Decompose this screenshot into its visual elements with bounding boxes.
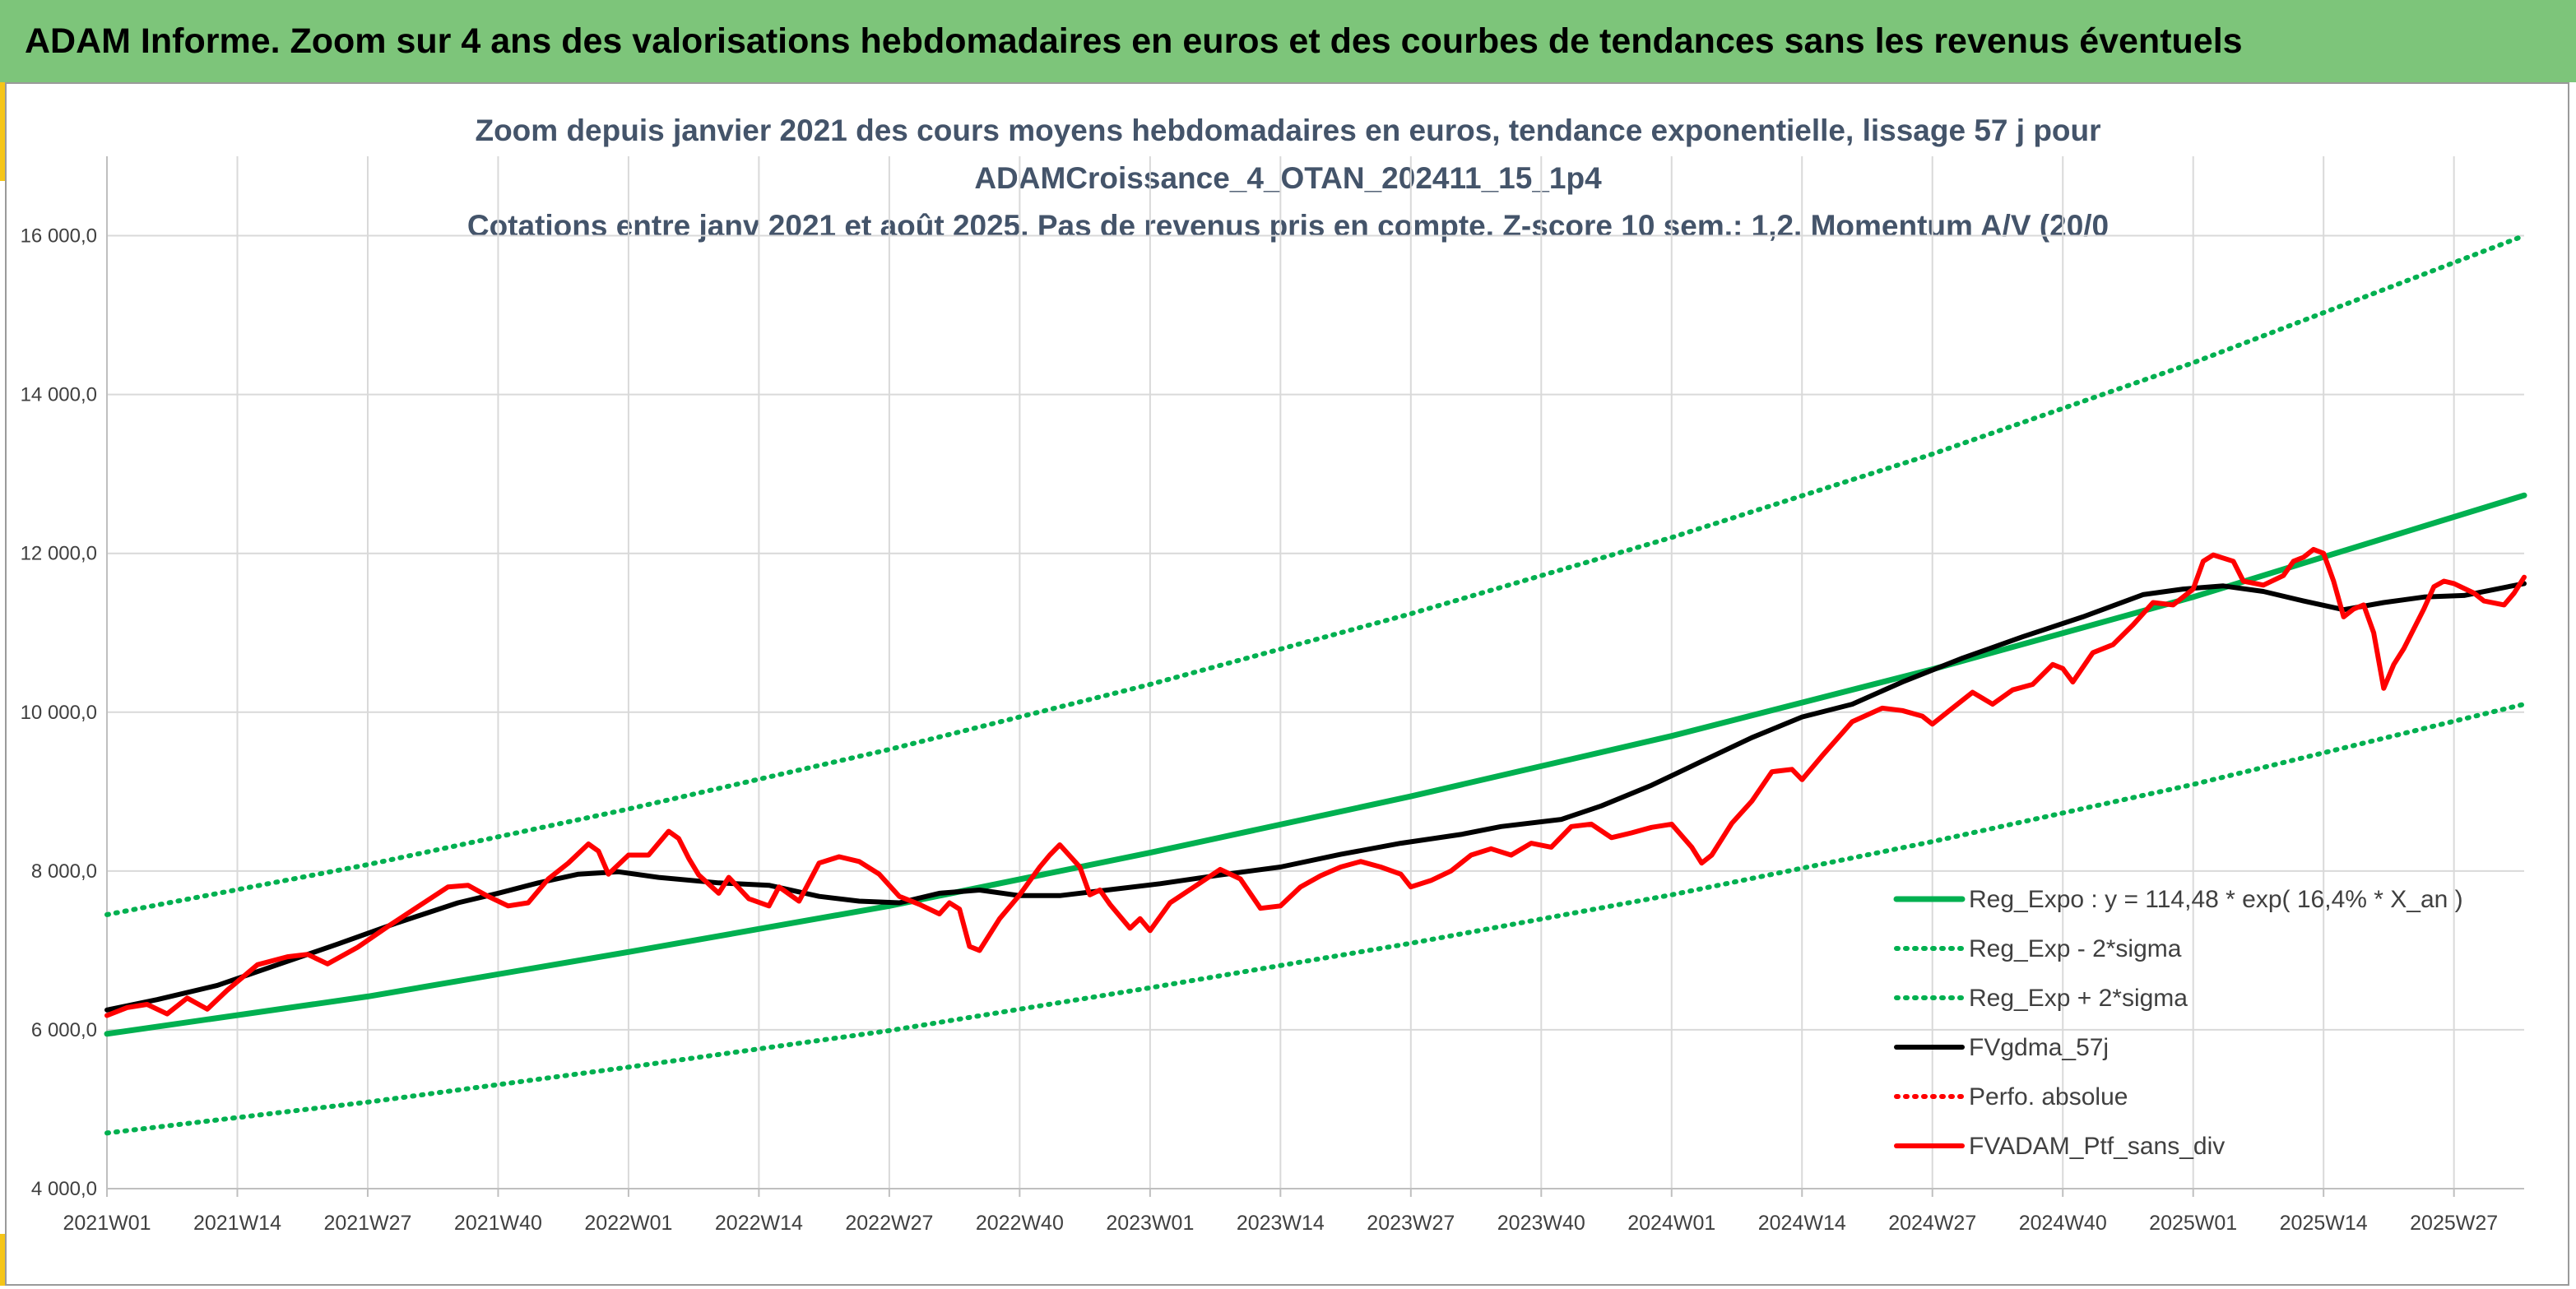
legend-label: FVgdma_57j — [1969, 1034, 2109, 1061]
legend-label: Reg_Exp + 2*sigma — [1969, 985, 2188, 1012]
y-tick-label: 12 000,0 — [21, 543, 97, 565]
x-tick-label: 2025W01 — [2149, 1212, 2237, 1235]
x-tick-label: 2022W27 — [845, 1212, 933, 1235]
series-line-2 — [104, 233, 2527, 917]
chart-frame — [5, 82, 2569, 1286]
series-line-0 — [104, 492, 2527, 1037]
y-tick-label: 8 000,0 — [31, 860, 97, 883]
x-tick-label: 2024W01 — [1627, 1212, 1715, 1235]
x-tick-label: 2023W01 — [1106, 1212, 1194, 1235]
series-line-5 — [104, 546, 2527, 1018]
x-tick-label: 2021W14 — [193, 1212, 281, 1235]
y-tick-label: 6 000,0 — [31, 1019, 97, 1041]
series-line-1 — [104, 702, 2527, 1136]
x-tick-label: 2021W40 — [454, 1212, 542, 1235]
chart-title-line-2: ADAMCroissance_4_OTAN_202411_15_1p4 — [974, 161, 1602, 195]
x-tick-label: 2021W27 — [323, 1212, 411, 1235]
x-tick-label: 2022W14 — [715, 1212, 803, 1235]
x-tick-label: 2025W27 — [2410, 1212, 2498, 1235]
x-tick-label: 2022W40 — [976, 1212, 1064, 1235]
accent-bar-left — [0, 82, 7, 181]
x-tick-label: 2022W01 — [584, 1212, 672, 1235]
legend-label: FVADAM_Ptf_sans_div — [1969, 1133, 2225, 1160]
x-tick-label: 2024W27 — [1888, 1212, 1976, 1235]
x-tick-label: 2024W14 — [1758, 1212, 1846, 1235]
accent-bar-bottom-left — [0, 1234, 7, 1286]
y-tick-label: 10 000,0 — [21, 702, 97, 724]
header-banner: ADAM Informe. Zoom sur 4 ans des valoris… — [0, 0, 2576, 82]
legend-label: Perfo. absolue — [1969, 1083, 2128, 1110]
legend-label: Reg_Exp - 2*sigma — [1969, 935, 2182, 962]
y-tick-label: 16 000,0 — [21, 225, 97, 248]
x-tick-label: 2024W40 — [2019, 1212, 2107, 1235]
y-tick-label: 14 000,0 — [21, 384, 97, 406]
chart-title-line-1: Zoom depuis janvier 2021 des cours moyen… — [475, 114, 2101, 147]
page-title: ADAM Informe. Zoom sur 4 ans des valoris… — [25, 21, 2243, 61]
y-tick-label: 4 000,0 — [31, 1178, 97, 1200]
chart-title-line-3: Cotations entre janv 2021 et août 2025. … — [466, 209, 2110, 243]
x-tick-label: 2023W40 — [1497, 1212, 1585, 1235]
grid — [106, 156, 2524, 1189]
legend-label: Reg_Expo : y = 114,48 * exp( 16,4% * X_a… — [1969, 886, 2463, 913]
series — [104, 233, 2527, 1136]
x-tick-label: 2023W27 — [1367, 1212, 1455, 1235]
x-tick-label: 2023W14 — [1237, 1212, 1325, 1235]
x-tick-label: 2021W01 — [63, 1212, 151, 1235]
legend: Reg_Expo : y = 114,48 * exp( 16,4% * X_a… — [1893, 886, 2463, 1160]
x-tick-label: 2025W14 — [2280, 1212, 2368, 1235]
axes: 4 000,0 6 000,0 8 000,0 10 000,0 12 000,0 14 … — [21, 156, 2524, 1235]
